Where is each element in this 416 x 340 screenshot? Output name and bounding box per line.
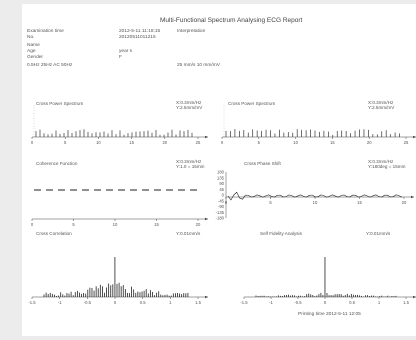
tick-label: -1 [269,300,273,305]
interpretation-label: Interpretation [177,29,206,34]
tick-label: 15 [330,140,335,145]
phase-tick-label: 0 [222,193,225,198]
tick-label: 10 [313,200,318,205]
phase-tick-label: 45 [219,187,224,192]
tick-label: -1 [58,300,62,305]
filter-settings: 0.5Hz 25Hz AC 50Hz [27,63,73,68]
phase-arrow [411,195,414,199]
panel-scale: X:0.3mm/Hz Y:2.5mm/mV [368,100,395,110]
ecg-spectrum-charts: 0 5 10 15 20 25 0 5 10 15 20 250 5 10 15 2018013590450-… [28,105,416,305]
panel-title: Cross Power Spectrum [36,101,84,106]
tick-label: 1 [378,300,381,305]
tick-label: 5 [72,222,75,227]
panel-scale: Y:0.01mm/s [366,231,391,236]
tick-label: 15 [357,200,362,205]
tick-label: -0.5 [84,300,92,305]
report-title: Multi-Functional Spectrum Analysing ECG … [160,17,303,24]
field-value: 20120511011215 [119,35,156,40]
tick-label: -0.5 [294,300,302,305]
panel-scale: X:0.3mm/Hz Y:180deg = 15mm [368,159,406,169]
tick-label: 0.5 [140,300,146,305]
tick-label: 10 [96,140,101,145]
field-value: F [119,55,122,60]
panel-title: Cross Correlation [36,231,72,236]
tick-label: 10 [113,222,118,227]
coherence-arrow [205,217,208,221]
tick-label: 1.5 [403,300,409,305]
spectrum-arrow [413,135,416,139]
panel-scale: X:0.3mm/Hz Y:2.5mm/mV [176,100,203,110]
field-label: Name [27,43,40,48]
panel-title: Coherence Function [36,161,78,166]
tick-label: 20 [196,222,201,227]
tick-label: 5 [258,140,261,145]
panel-title: Cross Phase Shift [244,161,281,166]
tick-label: 25 [404,140,409,145]
phase-line [227,191,403,201]
field-label: Gender [27,55,43,60]
panel-scale: Y:0.01mm/s [176,231,201,236]
correlation-arrow [413,295,416,299]
spectrum-arrow [205,135,208,139]
panel-scale: X:0.3mm/Hz Y:1.0 = 15mm [176,159,205,169]
tick-label: -1.5 [28,300,36,305]
tick-label: 15 [129,140,134,145]
phase-tick-label: -45 [218,198,225,203]
tick-label: 0 [114,300,117,305]
tick-label: 0 [225,200,228,205]
tick-label: 0.5 [349,300,355,305]
phase-tick-label: 180 [217,170,225,175]
tick-label: 1.5 [195,300,201,305]
tick-label: 1 [169,300,172,305]
gain-settings: 25 mm/s 10 mm/mV [177,63,220,68]
ecg-report-page: Multi-Functional Spectrum Analysing ECG … [22,4,416,336]
tick-label: 20 [162,140,167,145]
tick-label: 20 [367,140,372,145]
correlation-arrow [205,295,208,299]
tick-label: 0 [31,222,34,227]
tick-label: 25 [196,140,201,145]
tick-label: 10 [293,140,298,145]
tick-label: 0 [221,140,224,145]
panel-title: Self Fidelity Analysis [260,231,302,236]
field-label: Age [27,49,36,54]
tick-label: 20 [402,200,407,205]
field-label: Examination time [27,29,64,34]
tick-label: -1.5 [240,300,248,305]
tick-label: 5 [269,200,272,205]
tick-label: 0 [31,140,34,145]
tick-label: 5 [64,140,67,145]
field-value: year s [119,49,133,54]
phase-tick-label: -180 [216,216,225,221]
tick-label: 0 [324,300,327,305]
panel-title: Cross Power Spectrum [228,101,276,106]
phase-tick-label: -90 [218,204,225,209]
phase-tick-label: -135 [216,210,225,215]
tick-label: 15 [154,222,159,227]
phase-tick-label: 135 [217,175,225,180]
printing-time: Printing time 2012-5-11 12:05 [298,312,361,317]
phase-tick-label: 90 [219,181,224,186]
field-value: 2012-5-11 11:18:15 [119,29,161,34]
field-label: No. [27,35,35,40]
